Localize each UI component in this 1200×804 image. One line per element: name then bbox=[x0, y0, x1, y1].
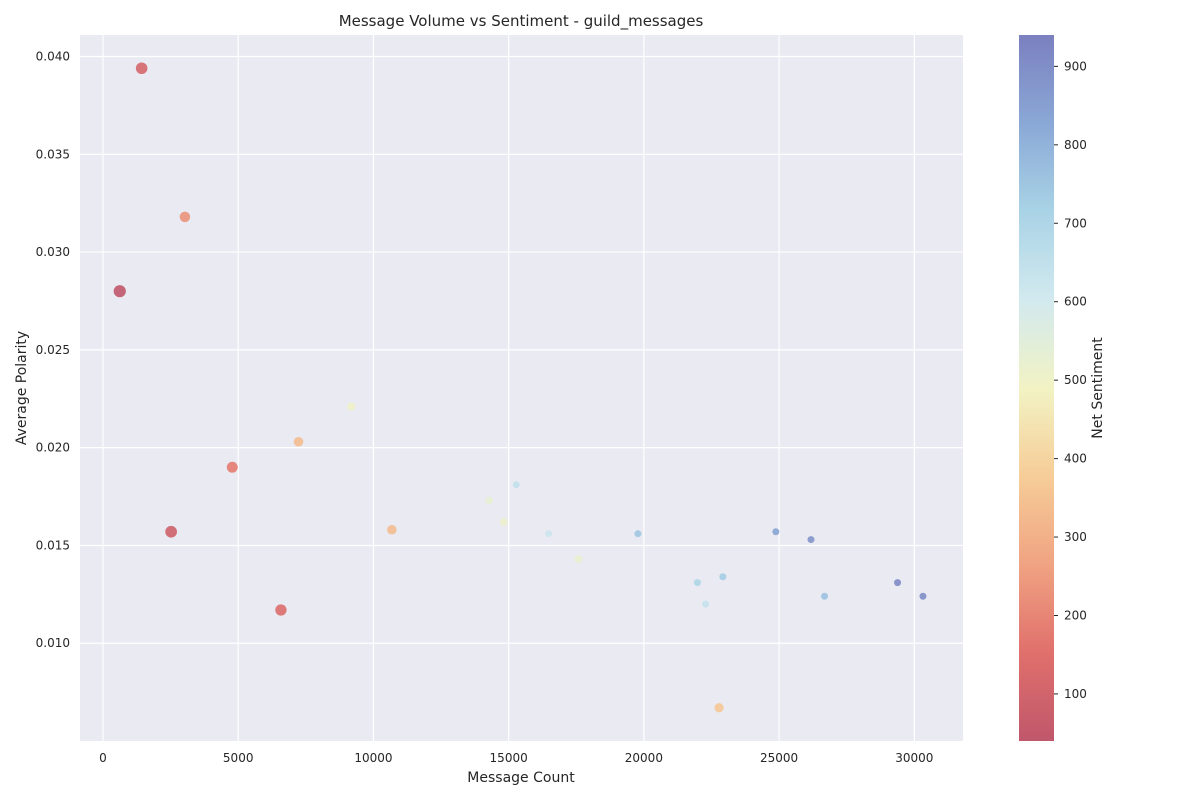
scatter-point bbox=[275, 604, 287, 616]
scatter-point bbox=[574, 555, 583, 563]
colorbar-tick-label: 900 bbox=[1064, 59, 1087, 73]
scatter-point bbox=[226, 461, 238, 473]
scatter-point bbox=[347, 402, 356, 411]
grid-lines bbox=[80, 35, 963, 741]
scatter-point bbox=[693, 579, 701, 587]
scatter-point bbox=[387, 525, 397, 535]
scatter-point bbox=[719, 573, 727, 581]
scatter-point bbox=[821, 592, 829, 600]
x-tick-label: 5000 bbox=[223, 751, 254, 765]
y-axis-label: Average Polarity bbox=[14, 331, 30, 445]
y-tick-label: 0.040 bbox=[36, 50, 70, 64]
x-axis-ticks: 0 5000 10000 15000 20000 25000 30000 bbox=[99, 751, 933, 765]
plot-area bbox=[80, 35, 963, 741]
y-axis-ticks: 0.010 0.015 0.020 0.025 0.030 0.035 0.040 bbox=[36, 50, 70, 651]
scatter-point bbox=[113, 285, 126, 298]
x-tick-label: 10000 bbox=[354, 751, 392, 765]
scatter-point bbox=[772, 528, 780, 536]
colorbar-tick-label: 600 bbox=[1064, 295, 1087, 309]
scatter-point bbox=[512, 481, 520, 489]
y-tick-label: 0.020 bbox=[36, 441, 70, 455]
scatter-point bbox=[499, 518, 508, 526]
x-tick-label: 25000 bbox=[760, 751, 798, 765]
y-tick-label: 0.025 bbox=[36, 343, 70, 357]
x-tick-label: 20000 bbox=[625, 751, 663, 765]
colorbar-tick-label: 800 bbox=[1064, 138, 1087, 152]
scatter-point bbox=[293, 437, 304, 447]
scatter-point bbox=[919, 592, 927, 600]
colorbar-label: Net Sentiment bbox=[1090, 337, 1106, 439]
colorbar-tick-label: 500 bbox=[1064, 373, 1087, 387]
colorbar-tick-label: 300 bbox=[1064, 530, 1087, 544]
colorbar-ticks: 100 200 300 400 500 600 700 800 900 bbox=[1054, 59, 1087, 701]
y-tick-label: 0.010 bbox=[36, 636, 70, 650]
scatter-point bbox=[634, 530, 642, 538]
scatter-point bbox=[714, 703, 724, 713]
x-axis-label: Message Count bbox=[467, 770, 575, 786]
y-tick-label: 0.015 bbox=[36, 538, 70, 552]
colorbar-tick-label: 200 bbox=[1064, 608, 1087, 622]
x-tick-label: 30000 bbox=[895, 751, 933, 765]
x-tick-label: 15000 bbox=[490, 751, 528, 765]
scatter-point bbox=[807, 536, 815, 544]
scatter-point bbox=[179, 211, 191, 223]
chart-title: Message Volume vs Sentiment - guild_mess… bbox=[339, 12, 704, 31]
x-tick-label: 0 bbox=[99, 751, 107, 765]
scatter-point bbox=[165, 525, 178, 538]
scatter-point bbox=[135, 62, 148, 75]
scatter-point bbox=[545, 530, 553, 538]
scatter-point bbox=[702, 600, 710, 608]
scatter-points bbox=[113, 62, 927, 713]
y-tick-label: 0.035 bbox=[36, 147, 70, 161]
colorbar-tick-label: 100 bbox=[1064, 687, 1087, 701]
scatter-point bbox=[894, 579, 902, 587]
colorbar bbox=[1019, 35, 1054, 741]
scatter-point bbox=[485, 496, 494, 505]
colorbar-tick-label: 400 bbox=[1064, 452, 1087, 466]
colorbar-tick-label: 700 bbox=[1064, 216, 1087, 230]
y-tick-label: 0.030 bbox=[36, 245, 70, 259]
